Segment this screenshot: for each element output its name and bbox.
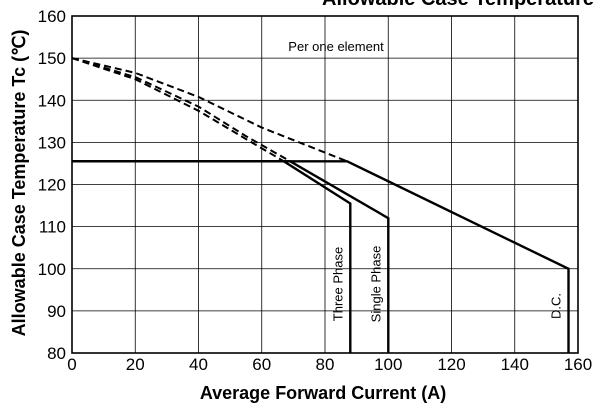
y-tick-label: 110 [39,218,66,237]
series-label-single-phase: Single Phase [368,246,383,323]
x-tick-labels: 0 20 40 60 80 100 120 140 160 [67,355,592,374]
y-tick-label: 80 [47,344,66,363]
dashed-curve-d-c [71,57,348,163]
y-tick-labels: 80 90 100 110 120 130 140 150 160 [38,7,66,363]
y-tick-label: 130 [38,133,66,152]
y-tick-label: 120 [38,176,66,195]
dashed-curve-single-phase [71,57,291,163]
x-tick-label: 80 [316,355,335,374]
x-tick-label: 40 [189,355,208,374]
dashed-curve-three-phase [71,57,285,163]
annotation-per-one-element: Per one element [288,39,384,54]
y-tick-label: 140 [38,91,66,110]
x-tick-label: 160 [564,355,592,374]
plot-frame [71,15,579,354]
x-tick-label: 0 [67,355,76,374]
y-tick-label: 150 [38,49,66,68]
y-tick-label: 90 [47,302,66,321]
dashed-curves [71,57,348,163]
x-axis-label: Average Forward Current (A) [200,383,446,403]
series-lines [72,160,570,353]
series-line-d-c [72,160,570,353]
grid [71,15,579,354]
series-label-three-phase: Three Phase [330,247,345,321]
series-line-three-phase [72,160,352,353]
x-tick-label: 20 [126,355,145,374]
x-tick-label: 140 [501,355,529,374]
x-tick-label: 100 [374,355,402,374]
series-labels: D.C. Single Phase Three Phase [330,246,563,323]
y-tick-label: 100 [38,260,66,279]
y-axis-label: Allowable Case Temperature Tc (℃) [9,30,29,337]
x-tick-label: 60 [252,355,271,374]
x-tick-label: 120 [437,355,465,374]
chart-title: Allowable Case Temperature [322,0,594,10]
series-label-d-c: D.C. [549,293,564,319]
y-tick-label: 160 [38,7,66,26]
